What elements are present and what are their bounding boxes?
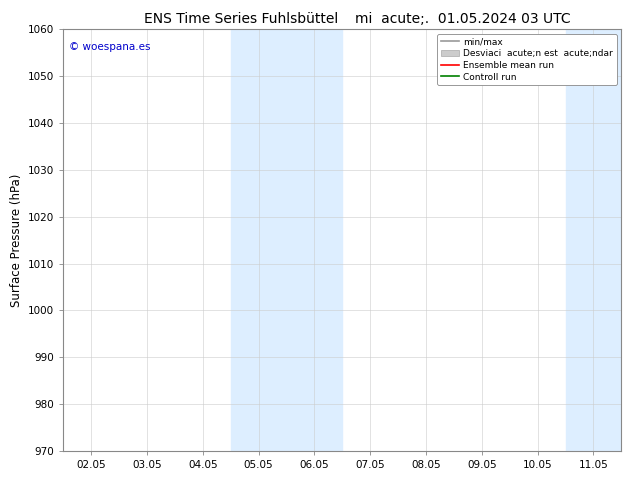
Y-axis label: Surface Pressure (hPa): Surface Pressure (hPa)	[10, 173, 23, 307]
Legend: min/max, Desviaci  acute;n est  acute;ndar, Ensemble mean run, Controll run: min/max, Desviaci acute;n est acute;ndar…	[437, 34, 617, 85]
Text: © woespana.es: © woespana.es	[69, 42, 150, 52]
Text: ENS Time Series Fuhlsbüttel: ENS Time Series Fuhlsbüttel	[144, 12, 338, 26]
Text: mi  acute;.  01.05.2024 03 UTC: mi acute;. 01.05.2024 03 UTC	[355, 12, 571, 26]
Bar	[566, 29, 621, 451]
Bar	[231, 29, 342, 451]
